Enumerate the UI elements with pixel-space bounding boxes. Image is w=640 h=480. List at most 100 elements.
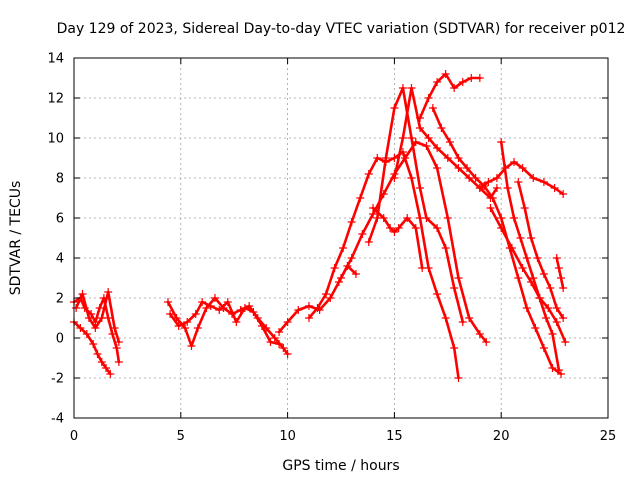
y-tick-label: 12 [47, 92, 64, 107]
data-point [422, 142, 431, 150]
data-point [347, 218, 356, 226]
data-point [539, 344, 548, 352]
data-point [544, 304, 553, 312]
data-point [514, 178, 523, 186]
series-trace-7 [307, 150, 460, 380]
data-point [542, 314, 551, 322]
data-point [283, 318, 292, 326]
data-point [304, 314, 313, 322]
data-point [550, 184, 559, 192]
data-point [166, 310, 175, 318]
data-point [114, 338, 123, 346]
data-point [84, 314, 93, 322]
data-point [249, 308, 258, 316]
data-point [97, 314, 106, 322]
data-series [70, 70, 570, 382]
data-point [441, 244, 450, 252]
data-point [240, 304, 249, 312]
series-trace-14 [478, 160, 565, 196]
data-point [488, 194, 497, 202]
data-point [424, 134, 433, 142]
data-point [294, 306, 303, 314]
data-point [364, 170, 373, 178]
y-tick-label: 6 [56, 212, 64, 227]
data-point [422, 214, 431, 222]
data-point [102, 364, 111, 372]
data-point [497, 224, 506, 232]
y-axis-label: SDTVAR / TECUs [8, 181, 24, 296]
data-point [552, 318, 561, 326]
data-point [390, 154, 399, 162]
series-trace-17 [517, 180, 565, 320]
data-point [322, 290, 331, 298]
data-point [275, 340, 284, 348]
x-axis-label: GPS time / hours [282, 458, 399, 474]
data-point [497, 214, 506, 222]
data-point [390, 228, 399, 236]
data-point [475, 74, 484, 82]
data-point [390, 174, 399, 182]
data-point [445, 138, 454, 146]
data-point [484, 178, 493, 186]
x-tick-label: 0 [70, 429, 78, 444]
data-point [257, 322, 266, 330]
y-tick-label: 14 [47, 52, 64, 67]
y-tick-label: 0 [56, 332, 64, 347]
data-point [394, 224, 403, 232]
data-point [104, 288, 113, 296]
data-point [561, 338, 570, 346]
data-point [401, 154, 410, 162]
data-point [347, 254, 356, 262]
series-trace-12 [418, 72, 482, 120]
data-point [72, 304, 81, 312]
data-point [266, 338, 275, 346]
data-point [270, 334, 279, 342]
data-point [450, 84, 459, 92]
data-point [510, 158, 519, 166]
data-point [454, 374, 463, 382]
data-point [503, 184, 512, 192]
data-point [76, 324, 85, 332]
data-point [482, 338, 491, 346]
data-point [283, 350, 292, 358]
x-tick-label: 20 [493, 429, 510, 444]
series-trace-13 [431, 106, 563, 376]
data-point [193, 324, 202, 332]
data-point [486, 204, 495, 212]
y-tick-label: 8 [56, 172, 64, 187]
data-point [198, 298, 207, 306]
data-point [492, 184, 501, 192]
data-point [557, 274, 566, 282]
data-point [531, 324, 540, 332]
x-tick-label: 5 [177, 429, 185, 444]
data-point [78, 290, 87, 298]
data-point [475, 184, 484, 192]
data-point [529, 274, 538, 282]
data-point [181, 324, 190, 332]
data-point [215, 306, 224, 314]
data-point [433, 164, 442, 172]
y-tick-label: 10 [47, 132, 64, 147]
data-point [433, 144, 442, 152]
data-point [548, 364, 557, 372]
series-trace-16 [499, 140, 561, 372]
data-point [554, 264, 563, 272]
data-point [433, 290, 442, 298]
data-point [443, 154, 452, 162]
y-tick-label: -2 [51, 372, 64, 387]
data-point [403, 214, 412, 222]
data-point [465, 314, 474, 322]
y-tick-label: 4 [56, 252, 64, 267]
data-point [533, 254, 542, 262]
data-point [330, 264, 339, 272]
data-point [522, 304, 531, 312]
data-point [89, 340, 98, 348]
data-point [210, 294, 219, 302]
data-point [279, 344, 288, 352]
data-point [559, 190, 568, 198]
y-tick-label: 2 [56, 292, 64, 307]
data-point [546, 284, 555, 292]
data-point [351, 270, 360, 278]
data-point [418, 264, 427, 272]
